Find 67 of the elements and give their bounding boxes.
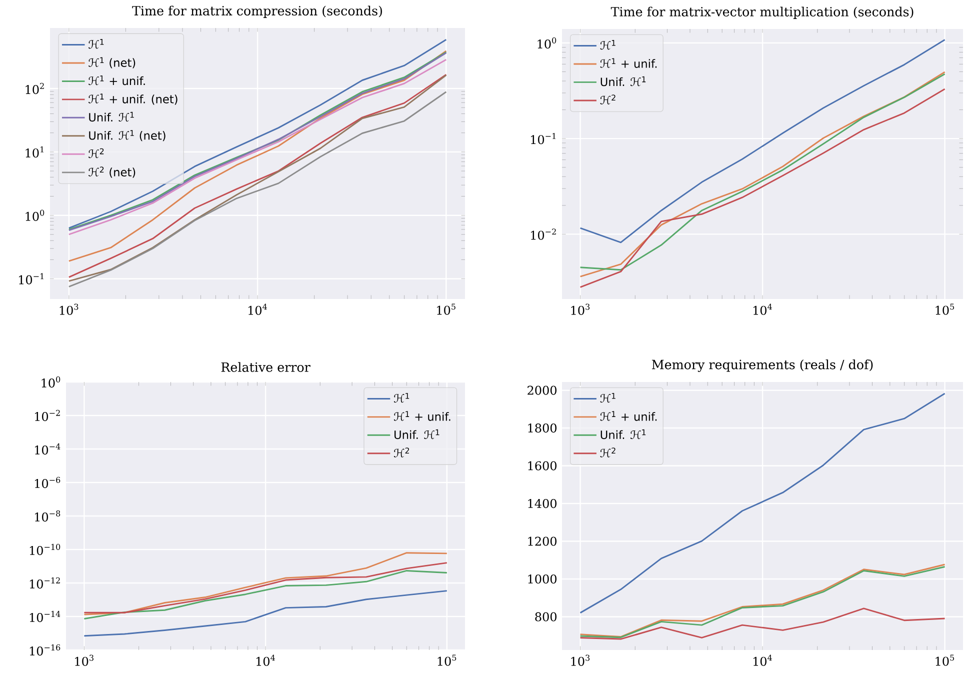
line-series xyxy=(68,50,447,262)
y-tick-label: 10$^{−8}$ xyxy=(35,510,60,522)
x-tick-label: 10$^{5}$ xyxy=(437,304,456,315)
legend-label: ℋ$^{1}$ + unif. xyxy=(600,58,657,68)
legend-label: Unif. ℋ$^{1}$ xyxy=(600,76,646,86)
y-tick-label: 10$^{−1}$ xyxy=(531,132,556,144)
legend-label: ℋ$^{2}$ xyxy=(600,94,616,104)
x-tick-label: 10$^{5}$ xyxy=(438,654,456,666)
x-tick-label: 10$^{5}$ xyxy=(936,654,954,666)
y-tick-label: 1400 xyxy=(528,498,556,508)
x-tick-label: 10$^{3}$ xyxy=(571,304,590,315)
chart-title: Relative error xyxy=(221,362,310,372)
x-tick-label: 10$^{4}$ xyxy=(753,304,772,315)
legend-label: ℋ$^{1}$ + unif. (net) xyxy=(88,94,178,105)
y-tick-label: 10$^{−10}$ xyxy=(30,544,60,556)
y-tick-label: 10$^{−14}$ xyxy=(30,610,60,622)
x-tick-label: 10$^{3}$ xyxy=(60,304,78,315)
chart-title: Time for matrix-vector multiplication (seconds) xyxy=(610,6,914,19)
y-tick-label: 10$^{−16}$ xyxy=(30,644,60,656)
y-tick-label: 10$^{−2}$ xyxy=(531,228,556,240)
legend-label: ℋ$^{2}$ (net) xyxy=(88,166,136,178)
legend-label: Unif. ℋ$^{1}$ xyxy=(394,429,440,440)
legend-label: ℋ$^{1}$ (net) xyxy=(88,57,136,68)
line-series xyxy=(580,39,946,244)
x-tick-label: 10$^{3}$ xyxy=(571,654,590,666)
legend-label: ℋ$^{1}$ + unif. xyxy=(394,411,450,421)
y-tick-label: 10$^{0}$ xyxy=(538,37,556,49)
x-tick-label: 10$^{5}$ xyxy=(936,304,954,315)
legend-label: ℋ$^{1}$ xyxy=(394,392,410,403)
line-series xyxy=(83,570,448,620)
y-tick-label: 10$^{−12}$ xyxy=(30,577,60,589)
y-tick-label: 1000 xyxy=(528,574,556,584)
legend-label: ℋ$^{1}$ + unif. xyxy=(600,411,657,421)
y-tick-label: 10$^{0}$ xyxy=(42,376,60,388)
y-tick-label: 800 xyxy=(535,612,556,622)
x-tick-label: 10$^{4}$ xyxy=(256,654,275,666)
line-series xyxy=(83,562,448,614)
chart-title: Memory requirements (reals / dof) xyxy=(652,360,873,372)
y-tick-label: 1200 xyxy=(528,536,556,546)
legend-label: ℋ$^{2}$ xyxy=(88,148,104,158)
chart-title: Time for matrix compression (seconds) xyxy=(132,6,382,18)
y-tick-label: 2000 xyxy=(528,386,556,395)
y-tick-label: 10$^{2}$ xyxy=(26,82,44,94)
line-series xyxy=(83,590,448,637)
legend-label: ℋ$^{1}$ xyxy=(600,40,616,50)
y-tick-label: 1600 xyxy=(528,461,556,470)
legend-label: ℋ$^{1}$ xyxy=(600,392,616,403)
y-tick-label: 10$^{−6}$ xyxy=(35,476,60,488)
legend-label: Unif. ℋ$^{1}$ xyxy=(600,429,646,440)
x-tick-label: 10$^{3}$ xyxy=(75,654,94,666)
x-tick-label: 10$^{4}$ xyxy=(753,654,772,666)
y-tick-label: 10$^{−1}$ xyxy=(19,273,44,284)
y-tick-label: 10$^{0}$ xyxy=(26,210,44,221)
legend-label: Unif. ℋ$^{1}$ xyxy=(89,112,134,122)
line-series xyxy=(580,392,946,614)
legend-label: ℋ$^{2}$ xyxy=(394,448,409,458)
y-tick-label: 10$^{1}$ xyxy=(26,146,44,158)
legend-label: Unif. ℋ$^{1}$ (net) xyxy=(89,130,166,142)
line-series xyxy=(83,552,448,616)
y-tick-label: 10$^{−4}$ xyxy=(35,443,60,455)
y-tick-label: 1800 xyxy=(528,423,556,433)
y-tick-label: 10$^{−2}$ xyxy=(35,410,60,422)
legend-label: ℋ$^{2}$ xyxy=(600,448,616,458)
line-series xyxy=(580,608,946,640)
legend-label: ℋ$^{1}$ + unif. xyxy=(88,75,145,86)
x-tick-label: 10$^{4}$ xyxy=(248,304,267,315)
legend-label: ℋ$^{1}$ xyxy=(88,39,104,49)
